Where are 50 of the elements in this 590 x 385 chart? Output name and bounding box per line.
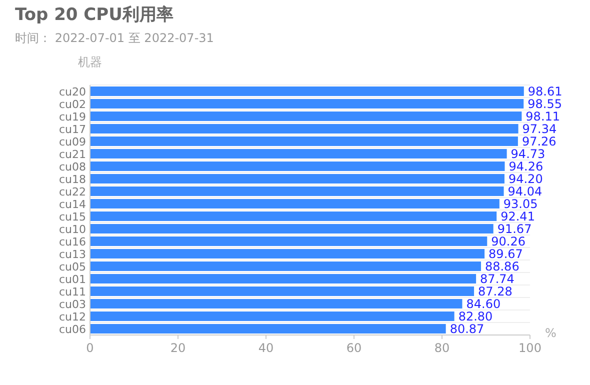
data-label: 94.73 — [510, 146, 546, 161]
data-label: 98.11 — [526, 109, 560, 124]
y-tick-label: cu21 — [58, 148, 86, 161]
y-tick-label: cu22 — [58, 185, 86, 198]
data-label: 84.60 — [466, 296, 501, 311]
y-tick-label: cu11 — [58, 285, 86, 298]
x-tick-label: 60 — [346, 341, 362, 355]
data-label: 97.26 — [522, 134, 556, 148]
data-label: 92.41 — [500, 209, 535, 224]
x-tick-label: 40 — [258, 341, 274, 355]
y-tick-label: cu19 — [58, 110, 86, 124]
data-label: 98.55 — [528, 96, 562, 111]
data-label: 87.74 — [480, 272, 514, 286]
data-label: 91.67 — [497, 222, 532, 236]
data-label: 97.34 — [522, 122, 557, 136]
y-tick-label: cu17 — [58, 122, 86, 136]
y-tick-label: cu09 — [58, 135, 86, 148]
chart-title: Top 20 CPU利用率 — [15, 5, 174, 25]
y-tick-label: cu12 — [58, 310, 86, 324]
y-tick-label: cu14 — [58, 198, 86, 211]
data-label: 94.20 — [508, 172, 543, 186]
y-axis-title: 机器 — [78, 55, 102, 69]
data-label: 93.05 — [503, 196, 538, 211]
x-axis-title: % — [545, 326, 556, 340]
x-tick-label: 80 — [434, 341, 450, 355]
y-tick-label: cu01 — [58, 272, 86, 286]
y-tick-label: cu03 — [58, 298, 86, 311]
data-label: 88.86 — [484, 259, 520, 274]
y-tick-label: cu20 — [58, 85, 86, 98]
y-tick-label: cu05 — [58, 260, 86, 274]
data-label: 94.26 — [508, 159, 544, 174]
y-tick-label: cu18 — [58, 172, 86, 186]
y-tick-label: cu08 — [58, 160, 86, 174]
chart-subtitle: 时间： 2022-07-01 至 2022-07-31 — [15, 31, 214, 45]
y-tick-label: cu10 — [58, 222, 86, 236]
data-label: 90.26 — [491, 234, 526, 248]
y-tick-label: cu06 — [58, 322, 86, 336]
data-label: 98.61 — [528, 84, 562, 98]
y-tick-label: cu02 — [58, 98, 86, 111]
y-tick-label: cu13 — [58, 248, 86, 261]
data-label: 89.67 — [488, 246, 523, 261]
x-tick-label: 100 — [518, 341, 542, 355]
y-tick-label: cu15 — [58, 210, 86, 224]
data-label: 94.04 — [508, 184, 542, 198]
data-label: 80.87 — [450, 322, 484, 336]
y-tick-label: cu16 — [58, 235, 86, 248]
x-tick-label: 0 — [86, 341, 94, 355]
data-label: 87.28 — [478, 284, 512, 298]
x-tick-label: 20 — [170, 341, 186, 355]
data-label: 82.80 — [458, 309, 493, 324]
